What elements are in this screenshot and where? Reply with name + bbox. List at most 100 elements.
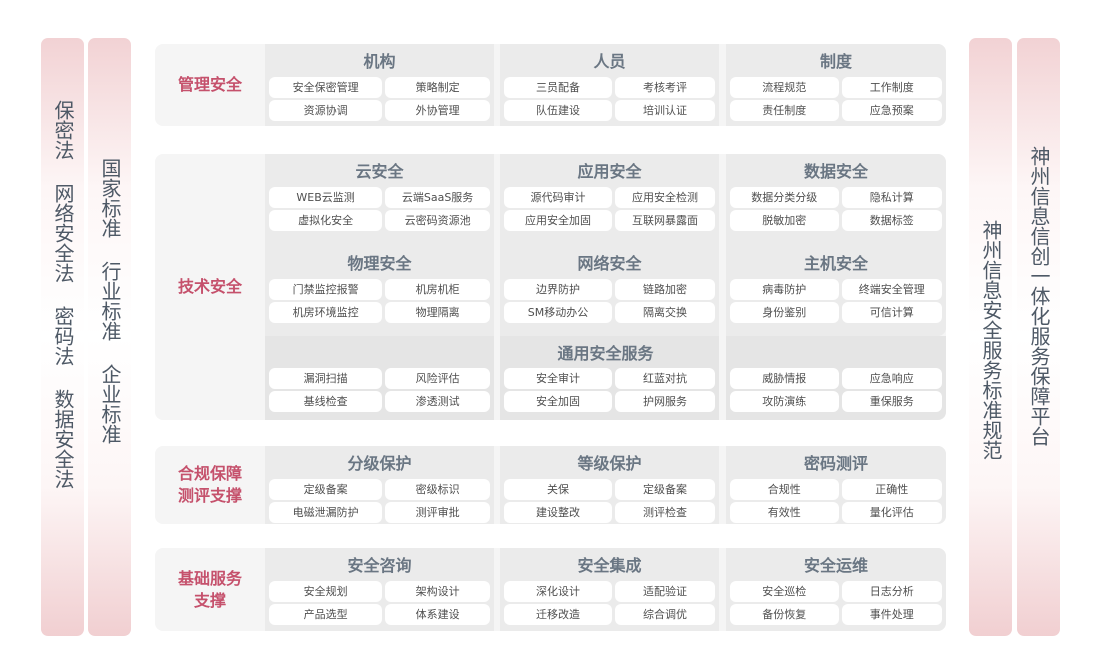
category-title: 安全集成 — [577, 556, 642, 575]
category-title: 机构 — [363, 52, 396, 71]
service-chip: 资源协调 — [269, 100, 383, 121]
service-chip: 策略制定 — [385, 77, 490, 98]
chip-grid: 门禁监控报警 机房机柜 机房环境监控 物理隔离 — [265, 279, 494, 323]
service-chip: 隔离交换 — [615, 302, 715, 323]
service-chip: 定级备案 — [269, 479, 383, 500]
service-chip: 测评检查 — [615, 502, 715, 523]
service-chip: 有效性 — [730, 502, 839, 523]
pillar-phrase: 保密法 — [51, 100, 75, 160]
service-chip: 考核考评 — [615, 77, 715, 98]
service-chip: 综合调优 — [615, 604, 715, 625]
category-column: 安全运维安全巡检 日志分析 备份恢复 事件处理 — [726, 548, 946, 631]
chip-grid: 威胁情报 应急响应 攻防演练 重保服务 — [726, 368, 946, 412]
service-chip: 隐私计算 — [841, 187, 942, 208]
service-chip: 应急预案 — [841, 100, 942, 121]
chip-grid: 深化设计 适配验证 迁移改造 综合调优 — [500, 581, 719, 625]
pillar-phrase: 神州信息安全服务标准规范 — [979, 220, 1003, 460]
category-title: 云安全 — [355, 162, 404, 181]
category-title: 主机安全 — [803, 254, 868, 273]
section-label: 技术安全 — [177, 277, 242, 296]
service-chip: 深化设计 — [504, 581, 612, 602]
chip-grid: 关保 定级备案 建设整改 测评检查 — [500, 479, 719, 523]
service-chip: 漏洞扫描 — [269, 368, 383, 389]
category-title: 人员 — [593, 52, 626, 71]
band-column: 漏洞扫描 风险评估 基线检查 渗透测试 — [265, 336, 494, 420]
service-chip: 外协管理 — [385, 100, 490, 121]
category-column: 密码测评 合规性 正确性 有效性 量化评估 — [726, 446, 946, 524]
service-chip: 测评审批 — [385, 502, 490, 523]
service-chip: 安全巡检 — [730, 581, 839, 602]
pillar-phrase: 密码法 — [51, 306, 75, 366]
service-chip: 流程规范 — [730, 77, 839, 98]
section-4: 基础服务 支撑 安全咨询 安全规划 架构设计 产品选型 体系建设 安全集成 深化设计 适配验证迁… — [155, 548, 946, 631]
service-chip: 电磁泄漏防护 — [269, 502, 383, 523]
pillar-phrase: 数据安全法 — [51, 389, 75, 489]
service-chip: 虚拟化安全 — [269, 210, 383, 231]
section-1: 管理安全 机构 安全保密管理 策略制定 资源协调 外协管理 人员 三员配备 考核考评 队伍建设 培训… — [155, 44, 946, 126]
service-chip: 量化评估 — [841, 502, 942, 523]
category-title: 等级保护 — [577, 454, 642, 473]
service-chip: 重保服务 — [841, 391, 942, 412]
service-chip: 迁移改造 — [504, 604, 612, 625]
chip-grid: 病毒防护 终端安全管理 身份鉴别 可信计算 — [726, 279, 946, 323]
section-label: 管理安全 — [177, 75, 242, 94]
section-label: 基础服务 支撑 — [177, 568, 242, 610]
chip-grid: 三员配备 考核考评 队伍建设 培训认证 — [500, 77, 719, 121]
pillar-phrase: 国家标准 — [98, 158, 122, 238]
category-column: 数据安全数据分类分级 隐私计算 脱敏加密 数据标签主机安全病毒防护 终端安全管理 身份鉴别… — [726, 154, 946, 336]
service-chip: 体系建设 — [385, 604, 490, 625]
service-chip: 安全规划 — [269, 581, 383, 602]
category-title: 数据安全 — [803, 162, 868, 181]
service-chip: 应急响应 — [841, 368, 942, 389]
category-column: 等级保护关保 定级备案 建设整改 测评检查 — [500, 446, 719, 524]
category-column: 制度 流程规范 工作制度 责任制度 应急预案 — [726, 44, 946, 126]
pillar-phrase: 行业标准 — [98, 261, 122, 341]
category-title: 网络安全 — [577, 254, 642, 273]
service-chip: 责任制度 — [730, 100, 839, 121]
service-chip: 渗透测试 — [385, 391, 490, 412]
service-chip: 基线检查 — [269, 391, 383, 412]
service-chip: 终端安全管理 — [841, 279, 942, 300]
service-chip: 红蓝对抗 — [615, 368, 715, 389]
pillar-phrase: 神州信息信创一体化服务保障平台 — [1027, 146, 1051, 446]
chip-grid: 数据分类分级 隐私计算 脱敏加密 数据标签 — [726, 187, 946, 231]
category-column: 云安全 WEB云监测 云端SaaS服务 虚拟化安全 云密码资源池物理安全门禁监控报警 机房… — [265, 154, 494, 336]
chip-grid: 漏洞扫描 风险评估 基线检查 渗透测试 — [265, 368, 494, 412]
service-chip: 威胁情报 — [730, 368, 839, 389]
service-chip: 定级备案 — [615, 479, 715, 500]
chip-grid: 合规性 正确性 有效性 量化评估 — [726, 479, 946, 523]
service-chip: 云密码资源池 — [385, 210, 490, 231]
section-label: 合规保障 测评支撑 — [177, 464, 242, 505]
category-column: 应用安全 源代码审计 应用安全检测 应用安全加固 互联网暴露面 网络安全 边界防护 链路加密 S… — [500, 154, 719, 336]
common-services-band: 漏洞扫描 风险评估 基线检查 渗透测试 安全审计 红蓝对抗 安全加固 护网服务 威胁情报 应急响应… — [265, 336, 946, 420]
category-title: 安全咨询 — [347, 556, 412, 575]
service-chip: 日志分析 — [841, 581, 942, 602]
chip-grid: 安全规划 架构设计 产品选型 体系建设 — [265, 581, 494, 625]
band-column: 安全审计 红蓝对抗 安全加固 护网服务 — [500, 336, 719, 420]
left-pillar: 保密法 网络安全法 密码法 数据安全法 — [41, 38, 84, 636]
pillar-phrase: 企业标准 — [98, 364, 122, 444]
service-chip: WEB云监测 — [269, 187, 383, 208]
service-chip: 身份鉴别 — [730, 302, 839, 323]
service-chip: 合规性 — [730, 479, 839, 500]
service-chip: SM移动办公 — [504, 302, 612, 323]
chip-grid: 安全巡检 日志分析 备份恢复 事件处理 — [726, 581, 946, 625]
category-column: 安全集成深化设计 适配验证 迁移改造 综合调优 — [500, 548, 719, 631]
chip-grid: 定级备案 密级标识 电磁泄漏防护 测评审批 — [265, 479, 494, 523]
service-chip: 护网服务 — [615, 391, 715, 412]
chip-grid: 安全审计 红蓝对抗 安全加固 护网服务 — [500, 368, 719, 412]
right-pillar: 神州信息安全服务标准规范 — [969, 38, 1012, 636]
service-chip: 数据分类分级 — [730, 187, 839, 208]
section-2: 技术安全 云安全 WEB云监测 云端SaaS服务 虚拟化安全 云密码资源池物理安全门禁监控… — [155, 154, 946, 420]
category-column: 人员三员配备 考核考评 队伍建设 培训认证 — [500, 44, 719, 126]
service-chip: 互联网暴露面 — [615, 210, 715, 231]
band-column: 威胁情报 应急响应 攻防演练 重保服务 — [726, 336, 946, 420]
service-chip: 工作制度 — [841, 77, 942, 98]
category-title: 安全运维 — [803, 556, 868, 575]
chip-grid: WEB云监测 云端SaaS服务 虚拟化安全 云密码资源池 — [265, 187, 494, 231]
service-chip: 安全保密管理 — [269, 77, 383, 98]
service-chip: 备份恢复 — [730, 604, 839, 625]
category-column: 机构安全保密管理 策略制定 资源协调 外协管理 — [265, 44, 494, 126]
category-title: 物理安全 — [347, 254, 412, 273]
service-chip: 队伍建设 — [504, 100, 612, 121]
